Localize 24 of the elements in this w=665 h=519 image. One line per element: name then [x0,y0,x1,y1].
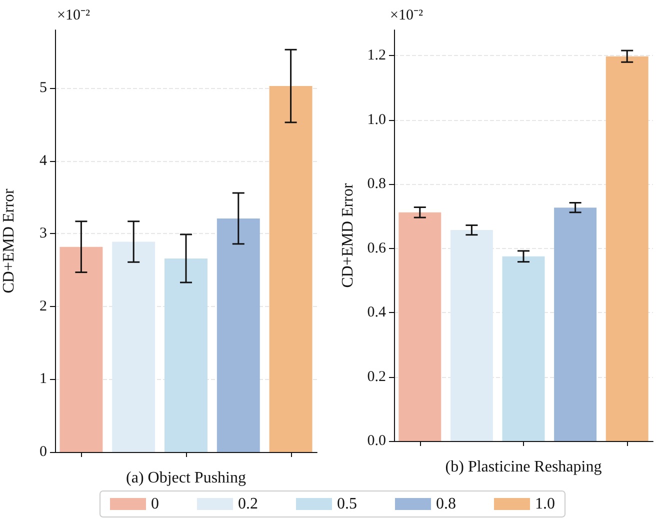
text: ×10⁻² [390,8,424,24]
y-tick-label: 1.0 [367,112,386,128]
y-tick-label: 5 [40,80,47,96]
y-tick-label: 0 [40,444,47,460]
y-tick-label: 0.6 [367,240,386,256]
x-axis-title: (b) Plasticine Reshaping [445,458,602,476]
text: ×10⁻² [57,8,90,24]
y-tick-label: 1 [40,371,47,388]
y-tick-label: 4 [40,152,48,169]
y-axis-title: CD+EMD Error [340,182,356,288]
y-tick-label: 0.0 [367,433,386,449]
y-tick-label: 3 [40,226,47,242]
legend-label: 1.0 [535,496,555,512]
legend-label: 0 [151,496,159,512]
legend-label: 0.8 [436,496,456,512]
legend-label: 0.5 [337,496,357,512]
y-tick-label: 0.4 [367,304,386,321]
y-tick-label: 2 [40,298,47,314]
y-tick-label: 0.2 [367,368,386,385]
y-tick-label: 1.2 [367,48,386,64]
y-tick-label: 0.8 [367,176,386,192]
y-axis-title: CD+EMD Error [0,188,18,294]
legend-label: 0.2 [238,496,258,512]
x-axis-title: (a) Object Pushing [126,470,246,486]
